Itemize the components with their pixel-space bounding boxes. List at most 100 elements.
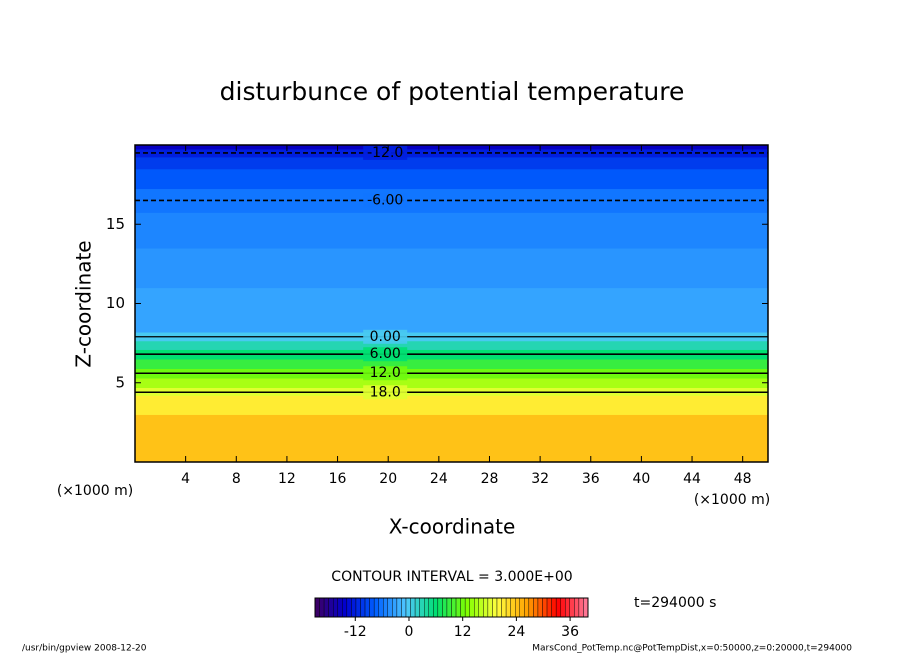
field-band	[135, 156, 768, 170]
colorbar-segment	[428, 597, 434, 618]
colorbar-segment	[346, 597, 352, 618]
contour-label: 18.0	[370, 384, 401, 400]
colorbar-segment	[533, 597, 539, 618]
colorbar-segment	[574, 597, 580, 618]
colorbar-segment	[565, 597, 571, 618]
contour-interval: CONTOUR INTERVAL = 3.000E+00	[331, 569, 572, 585]
colorbar-segment	[433, 597, 439, 618]
colorbar-segment	[519, 597, 525, 618]
x-tick-label: 44	[683, 471, 701, 487]
field-band	[135, 315, 768, 333]
x-tick-label: 28	[481, 471, 499, 487]
field-band	[135, 145, 768, 150]
colorbar-segment	[437, 597, 443, 618]
contour-label: -12.0	[367, 145, 403, 161]
colorbar-segment	[505, 597, 511, 618]
colorbar-segment	[396, 597, 402, 618]
contour-label-bg	[363, 329, 408, 344]
field-band	[135, 358, 768, 369]
colorbar-segment	[578, 597, 584, 618]
colorbar-segment	[546, 597, 552, 618]
colorbar-segment	[351, 597, 357, 618]
colorbar-segment	[424, 597, 429, 618]
colorbar-segment	[510, 597, 516, 618]
x-tick-label: 24	[430, 471, 448, 487]
colorbar-tick-label: 24	[507, 624, 525, 640]
time-label: t=294000 s	[634, 595, 716, 611]
colorbar-segment	[373, 597, 379, 618]
colorbar-segment	[460, 597, 466, 618]
colorbar-segment	[560, 597, 566, 618]
colorbar-segment	[555, 597, 561, 618]
y-tick-label: 5	[115, 373, 125, 391]
footer-right: MarsCond_PotTemp.nc@PotTempDist,x=0:5000…	[532, 644, 852, 654]
footer-left: /usr/bin/gpview 2008-12-20	[22, 644, 147, 654]
y-axis-label: Z-coordinate	[72, 240, 96, 367]
colorbar-segment	[469, 597, 475, 618]
x-axis-label: X-coordinate	[389, 515, 516, 539]
colorbar-segment	[333, 597, 338, 618]
contour-label: 6.00	[370, 346, 401, 362]
x-unit: (×1000 m)	[694, 492, 770, 508]
contour-label-bg	[363, 193, 408, 208]
colorbar-segment	[414, 597, 420, 618]
colorbar-segment	[483, 597, 489, 618]
colorbar-segment	[314, 597, 320, 618]
y-unit: (×1000 m)	[57, 483, 133, 499]
colorbar-segment	[387, 597, 393, 618]
colorbar-segment	[369, 597, 375, 618]
x-tick-label: 48	[734, 471, 752, 487]
field-band	[135, 446, 768, 463]
colorbar-segment	[542, 597, 548, 618]
x-tick-label: 36	[582, 471, 600, 487]
contour-label: 0.00	[370, 329, 401, 345]
colorbar-tick-label: 12	[454, 624, 472, 640]
x-tick-label: 32	[531, 471, 549, 487]
colorbar-segment	[364, 597, 370, 618]
colorbar-segment	[446, 597, 452, 618]
field-band	[135, 377, 768, 389]
y-tick-label: 10	[106, 294, 125, 312]
colorbar-segment	[528, 597, 534, 618]
colorbar-segment	[328, 597, 334, 618]
colorbar-segment	[496, 597, 502, 618]
x-tick-label: 40	[632, 471, 650, 487]
colorbar-tick-label: 36	[561, 624, 579, 640]
field-band	[135, 414, 768, 447]
colorbar-segment	[501, 597, 507, 618]
colorbar-segment	[392, 597, 398, 618]
colorbar-segment	[487, 597, 493, 618]
colorbar-segment	[383, 597, 389, 618]
colorbar-tick-label: 0	[405, 624, 414, 640]
field-band	[135, 340, 768, 350]
colorbar-segment	[410, 597, 416, 618]
colorbar-segment	[342, 597, 348, 618]
colorbar-segment	[401, 597, 407, 618]
field-band	[135, 168, 768, 190]
colorbar-segment	[583, 597, 589, 618]
contour-label: -6.00	[367, 192, 403, 208]
field-band	[135, 212, 768, 249]
colorbar-segment	[451, 597, 457, 618]
contour-label-bg	[363, 145, 408, 160]
colorbar-segment	[355, 597, 361, 618]
chart-title: disturbunce of potential temperature	[220, 77, 685, 106]
contour-label-bg	[363, 347, 408, 362]
x-tick-label: 4	[181, 471, 190, 487]
colorbar-tick-label: -12	[344, 624, 367, 640]
colorbar-segment	[455, 597, 461, 618]
field-band	[135, 248, 768, 289]
x-tick-label: 16	[329, 471, 347, 487]
colorbar-segment	[478, 597, 484, 618]
colorbar-segment	[419, 597, 425, 618]
colorbar-segment	[464, 597, 470, 618]
colorbar-segment	[360, 597, 366, 618]
colorbar-segment	[537, 597, 543, 618]
x-tick-label: 20	[379, 471, 397, 487]
field-band	[135, 395, 768, 415]
contour-label-bg	[363, 385, 408, 400]
colorbar-segment	[442, 597, 448, 618]
colorbar-segment	[569, 597, 575, 618]
